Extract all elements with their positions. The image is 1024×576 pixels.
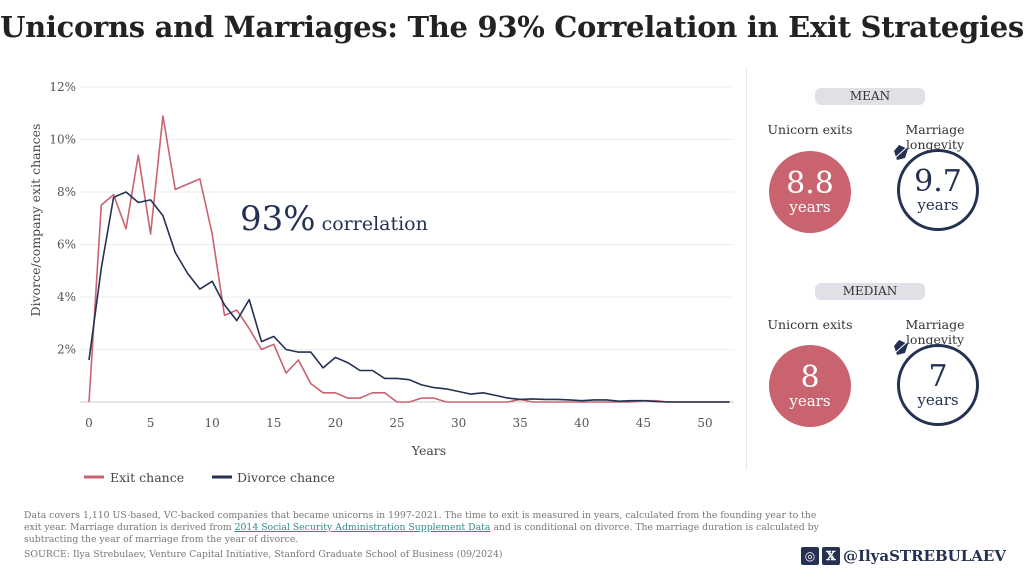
- x-tick-label: 10: [205, 416, 220, 430]
- correlation-value: 93%: [240, 199, 316, 239]
- ssa-data-link[interactable]: 2014 Social Security Administration Supp…: [234, 522, 491, 533]
- legend-label-exit: Exit chance: [110, 470, 184, 485]
- legend: Exit chance Divorce chance: [84, 470, 335, 485]
- panel-divider: [746, 68, 747, 470]
- median-marriage-value: 7: [928, 358, 948, 394]
- y-tick-label: 10%: [49, 133, 76, 147]
- x-tick-label: 35: [513, 416, 528, 430]
- x-tick-label: 45: [636, 416, 651, 430]
- correlation-annotation: 93% correlation: [240, 199, 428, 239]
- divorce-chance-line: [88, 191, 730, 403]
- footnote-text: Data covers 1,110 US-based, VC-backed co…: [24, 510, 817, 533]
- social-handle: ◎ 𝕏 @IlyaSTREBULAEV: [800, 547, 1006, 565]
- x-tick-label: 40: [574, 416, 589, 430]
- source-text: SOURCE: Ilya Strebulaev, Venture Capital…: [24, 549, 503, 560]
- x-tick-label: 30: [451, 416, 466, 430]
- median-marriage-label: Marriage longevity: [905, 317, 965, 347]
- x-tick-label: 5: [147, 416, 155, 430]
- mean-pill: MEAN: [815, 88, 925, 105]
- y-axis-label: Divorce/company exit chances: [28, 124, 43, 317]
- diamond-icon: [894, 145, 908, 160]
- x-tick-label: 20: [328, 416, 343, 430]
- mean-exit-label: Unicorn exits: [767, 122, 853, 137]
- mean-marriage-ring: 9.7 years: [897, 149, 979, 231]
- page-title: Unicorns and Marriages: The 93% Correlat…: [0, 10, 1024, 44]
- y-tick-label: 6%: [57, 238, 76, 252]
- mean-exit-value: 8.8: [786, 165, 834, 201]
- exit-chance-line: [88, 115, 730, 403]
- median-marriage-ring: 7 years: [897, 344, 979, 426]
- x-icon[interactable]: 𝕏: [821, 547, 840, 565]
- x-tick-label: 25: [389, 416, 404, 430]
- legend-label-divorce: Divorce chance: [237, 470, 335, 485]
- y-tick-label: 8%: [57, 185, 76, 199]
- mean-marriage-label: Marriage longevity: [905, 122, 965, 152]
- y-tick-label: 2%: [57, 343, 76, 357]
- median-exit-circle: 8 years: [769, 345, 851, 427]
- mean-exit-unit: years: [789, 197, 831, 216]
- x-tick-label: 0: [85, 416, 93, 430]
- y-tick-label: 4%: [57, 290, 76, 304]
- median-exit-value: 8: [800, 359, 820, 395]
- x-tick-label: 15: [266, 416, 281, 430]
- footnote: Data covers 1,110 US-based, VC-backed co…: [24, 510, 824, 546]
- correlation-text: correlation: [322, 213, 428, 235]
- x-tick-label: 50: [697, 416, 712, 430]
- median-marriage-unit: years: [917, 390, 959, 409]
- median-exit-label: Unicorn exits: [767, 317, 853, 332]
- mean-marriage-unit: years: [917, 195, 959, 214]
- x-axis-label: Years: [411, 443, 446, 458]
- median-pill: MEDIAN: [815, 283, 925, 300]
- diamond-icon: [894, 340, 908, 355]
- median-exit-unit: years: [789, 391, 831, 410]
- mean-marriage-value: 9.7: [914, 163, 962, 199]
- footnote-text-2: and is conditional on divorce. The marri…: [24, 522, 819, 545]
- mean-exit-circle: 8.8 years: [769, 151, 851, 233]
- handle-text: @IlyaSTREBULAEV: [842, 547, 1006, 565]
- instagram-icon[interactable]: ◎: [800, 547, 819, 565]
- y-tick-label: 12%: [49, 80, 76, 94]
